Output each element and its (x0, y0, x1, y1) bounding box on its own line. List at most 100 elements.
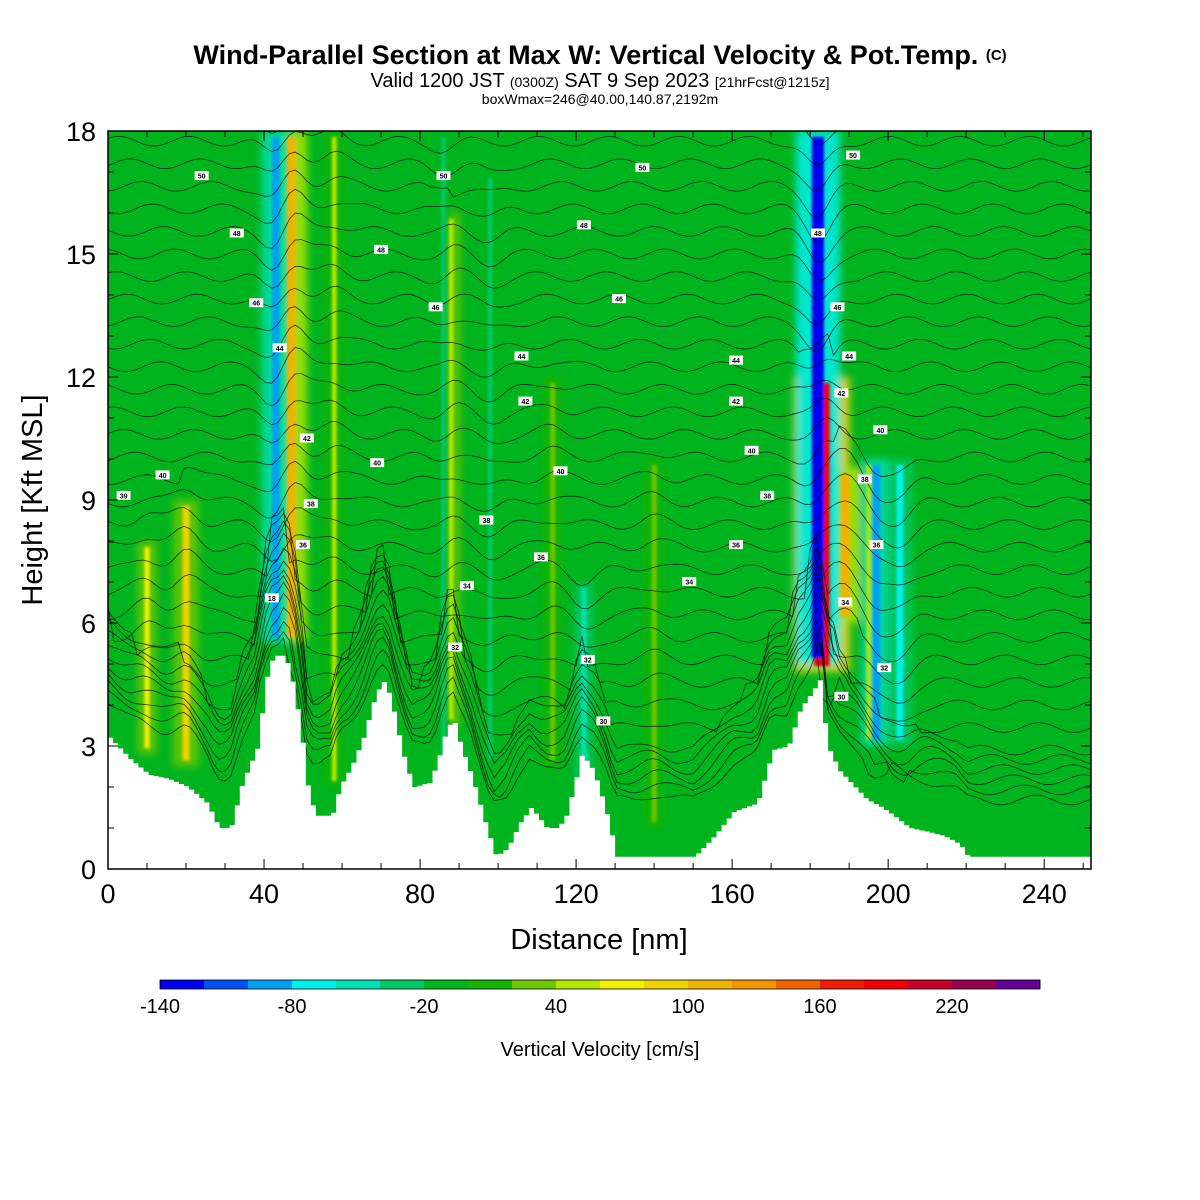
colorbar-swatch (204, 980, 249, 989)
theta-contour (108, 212, 1091, 264)
updraft-band-core (840, 473, 850, 617)
colorbar-swatch (556, 980, 601, 989)
theta-contour (108, 447, 1091, 504)
theta-contour-label: 36 (873, 543, 881, 550)
theta-contour-label: 34 (841, 600, 849, 607)
theta-contour-label: 48 (814, 231, 822, 238)
colorbar-swatch (776, 980, 821, 989)
x-axis-label: Distance [nm] (510, 924, 687, 956)
theta-label-box (479, 515, 494, 525)
theta-label-box (635, 162, 650, 172)
colorbar-frame (159, 979, 1041, 990)
theta-contour (108, 473, 1091, 528)
theta-label-box (428, 302, 443, 312)
theta-label-box (834, 388, 849, 398)
y-tick-label: 12 (66, 363, 96, 393)
theta-label-box (580, 654, 595, 664)
downdraft-band-core (487, 178, 493, 761)
theta-contour-label: 34 (685, 580, 693, 587)
y-axis-label: Height [Kft MSL] (17, 394, 49, 605)
theta-contour (108, 520, 1091, 638)
theta-contour-label: 44 (276, 346, 284, 353)
theta-contour-label: 40 (557, 469, 565, 476)
theta-contour-label: 44 (732, 358, 740, 365)
updraft-band-core (866, 465, 872, 740)
theta-contour-label: 50 (639, 165, 647, 172)
x-tick-label: 0 (100, 879, 115, 909)
theta-label-box (553, 466, 568, 476)
updraft-band-core (144, 547, 150, 749)
downdraft-band-core (581, 588, 587, 773)
theta-contour-label: 50 (440, 174, 448, 181)
theta-contour-label: 44 (845, 354, 853, 361)
theta-label-box (576, 220, 591, 230)
theta-contour (108, 621, 1091, 793)
colorbar-tick-label: 160 (803, 996, 836, 1018)
colorbar-swatch (996, 980, 1041, 989)
theta-contour-label: 42 (521, 399, 529, 406)
x-tick-label: 240 (1022, 879, 1067, 909)
theta-label-box (518, 396, 533, 406)
theta-contour-label: 46 (432, 305, 440, 312)
updraft-band-core (287, 137, 296, 638)
theta-label-box (834, 691, 849, 701)
theta-contour-label: 50 (849, 153, 857, 160)
theta-contour (108, 631, 1091, 798)
theta-contour (108, 285, 1091, 326)
theta-contour (108, 263, 1091, 301)
downdraft-band-core (271, 137, 280, 638)
theta-label-box (682, 577, 697, 586)
y-tick-label: 6 (81, 609, 96, 639)
theta-label-box (846, 150, 861, 160)
theta-label-box (514, 351, 529, 361)
colorbar-tick-label: 40 (545, 996, 567, 1018)
theta-contour-label: 40 (876, 428, 884, 435)
theta-label-box (873, 425, 888, 435)
x-tick-label: 160 (710, 879, 755, 909)
theta-contour (108, 417, 1091, 445)
colorbar-tick-label: 100 (671, 996, 704, 1018)
theta-contour (108, 425, 1091, 477)
theta-contour (108, 532, 1091, 663)
colorbar-swatch (292, 980, 337, 989)
theta-label-box (533, 552, 548, 562)
colorbar-tick-label: -80 (278, 996, 307, 1018)
theta-label-box (374, 244, 389, 254)
downdraft-band-core (872, 465, 881, 740)
theta-contour-label: 48 (377, 247, 385, 254)
theta-contour (108, 347, 1091, 384)
updraft-band-core (182, 506, 190, 761)
title-block: Wind-Parallel Section at Max W: Vertical… (0, 40, 1200, 107)
colorbar-swatch (644, 980, 689, 989)
colorbar-swatch (908, 980, 953, 989)
theta-contour-label: 30 (837, 694, 845, 701)
theta-label-box (272, 343, 287, 353)
y-tick-label: 18 (66, 117, 96, 147)
box-info: boxWmax=246@40.00,140.87,2192m (481, 91, 719, 107)
theta-label-box (857, 474, 872, 484)
theta-contour (108, 131, 1091, 166)
theta-label-box (810, 228, 825, 238)
updraft-band-core (651, 465, 657, 822)
colorbar-swatch (512, 980, 557, 989)
colorbar-swatch (468, 980, 513, 989)
theta-contour-label: 38 (861, 477, 869, 484)
updraft-band-core (331, 137, 337, 781)
theta-label-box (116, 490, 131, 500)
colorbar-swatch (336, 980, 381, 989)
theta-contour-label: 42 (837, 391, 845, 398)
y-tick-label: 3 (81, 732, 96, 762)
theta-label-box (760, 490, 775, 500)
theta-contour-label: 48 (580, 223, 588, 230)
theta-contour (108, 150, 1091, 192)
theta-contour-label: 36 (732, 543, 740, 550)
theta-contour-label: 39 (120, 493, 128, 500)
theta-label-box (299, 433, 314, 443)
y-tick-label: 15 (66, 240, 96, 270)
theta-contour-label: 38 (763, 493, 771, 500)
chart-title: Wind-Parallel Section at Max W: Vertical… (193, 40, 1007, 70)
theta-contour-label: 42 (303, 436, 311, 443)
colorbar-swatch (380, 980, 425, 989)
theta-contour (108, 169, 1091, 219)
